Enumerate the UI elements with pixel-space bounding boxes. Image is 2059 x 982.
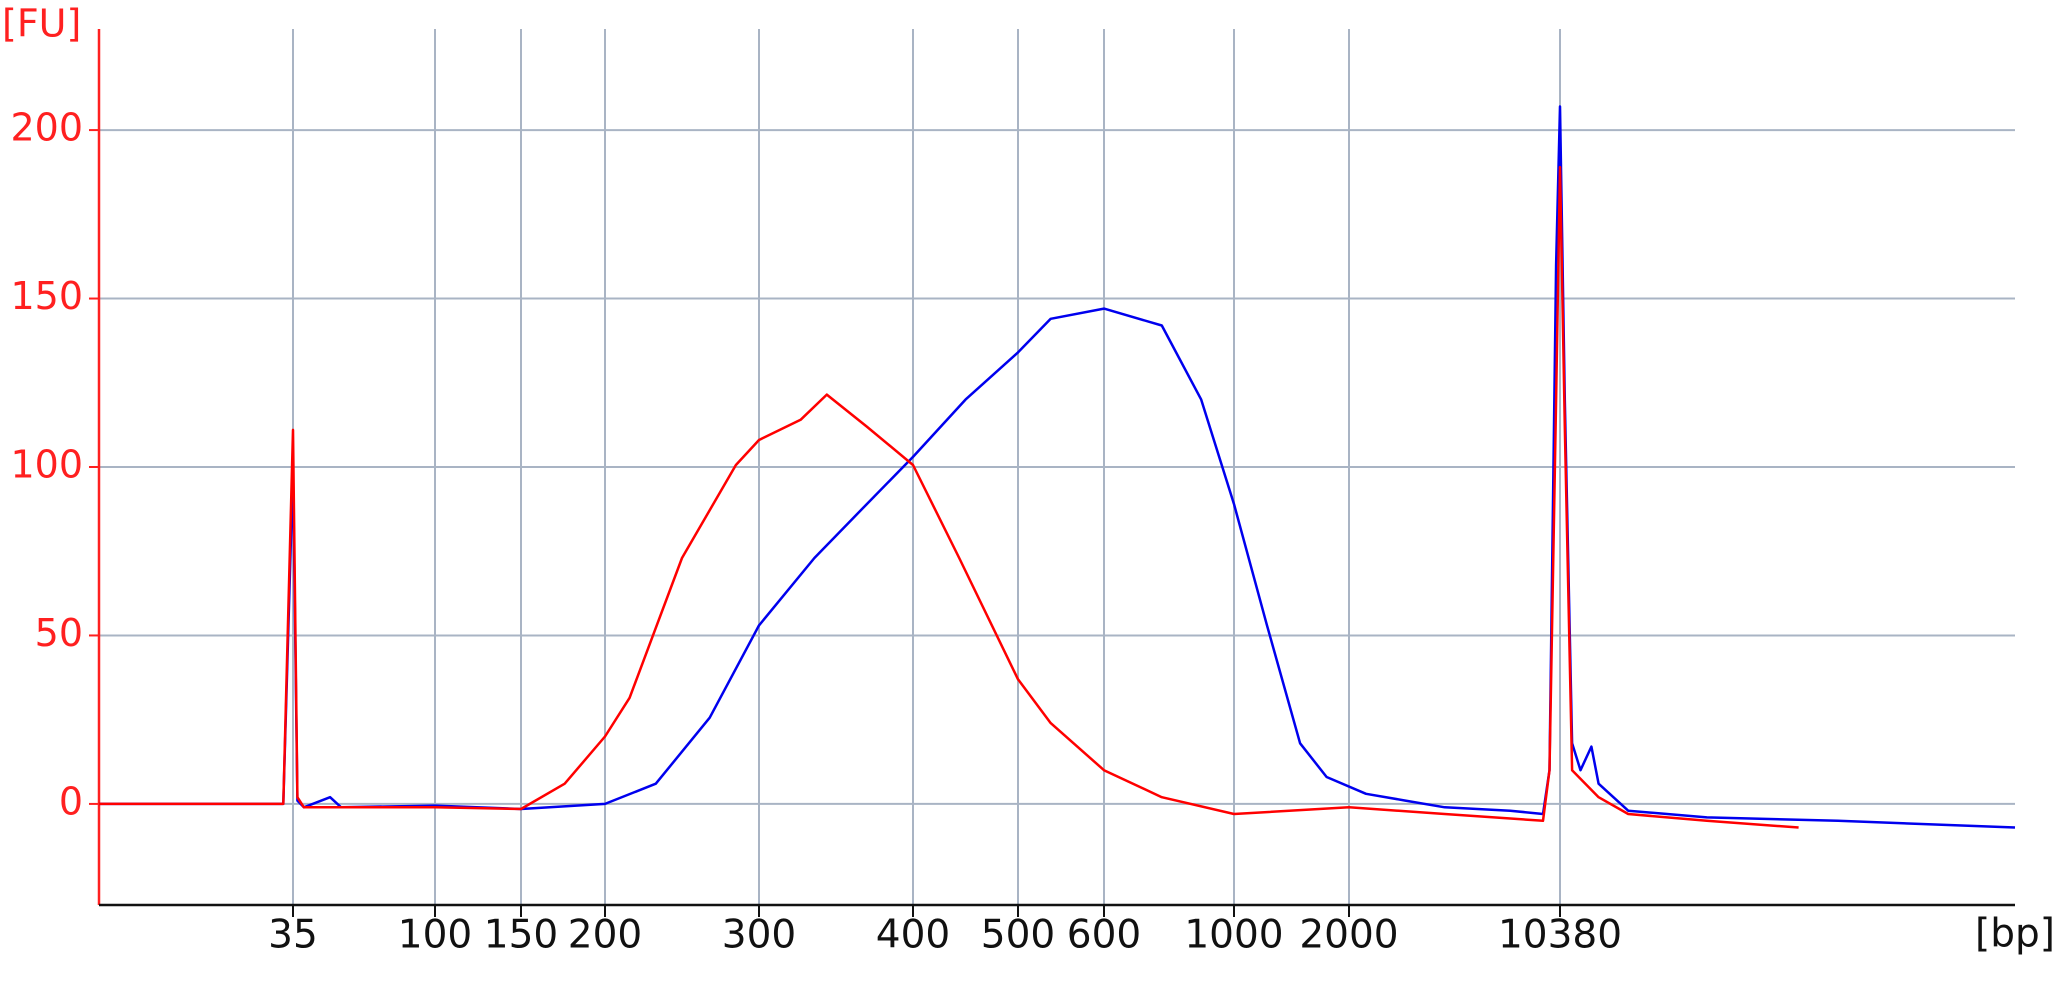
series-line [99,165,1799,829]
y-tick-label: 200 [10,106,83,150]
y-axis-label: [FU] [2,2,81,46]
x-tick-label: 35 [268,913,318,958]
x-axis-label: [bp] [1975,912,2055,957]
x-tick-label: 200 [568,913,642,958]
x-tick-label: 600 [1067,913,1141,958]
x-tick-label: 400 [876,913,950,958]
x-tick-label: 1000 [1184,913,1283,958]
y-tick-label: 50 [35,611,83,655]
y-tick-label: 0 [59,779,83,823]
x-tick-label: 500 [981,913,1055,958]
y-tick-label: 150 [10,274,83,318]
x-tick-label: 2000 [1299,913,1398,958]
x-tick-label: 100 [398,913,472,958]
y-tick-label: 100 [10,443,83,487]
x-tick-label: 300 [722,913,796,958]
x-tick-label: 150 [484,913,558,958]
x-tick-label: 10380 [1498,913,1622,958]
